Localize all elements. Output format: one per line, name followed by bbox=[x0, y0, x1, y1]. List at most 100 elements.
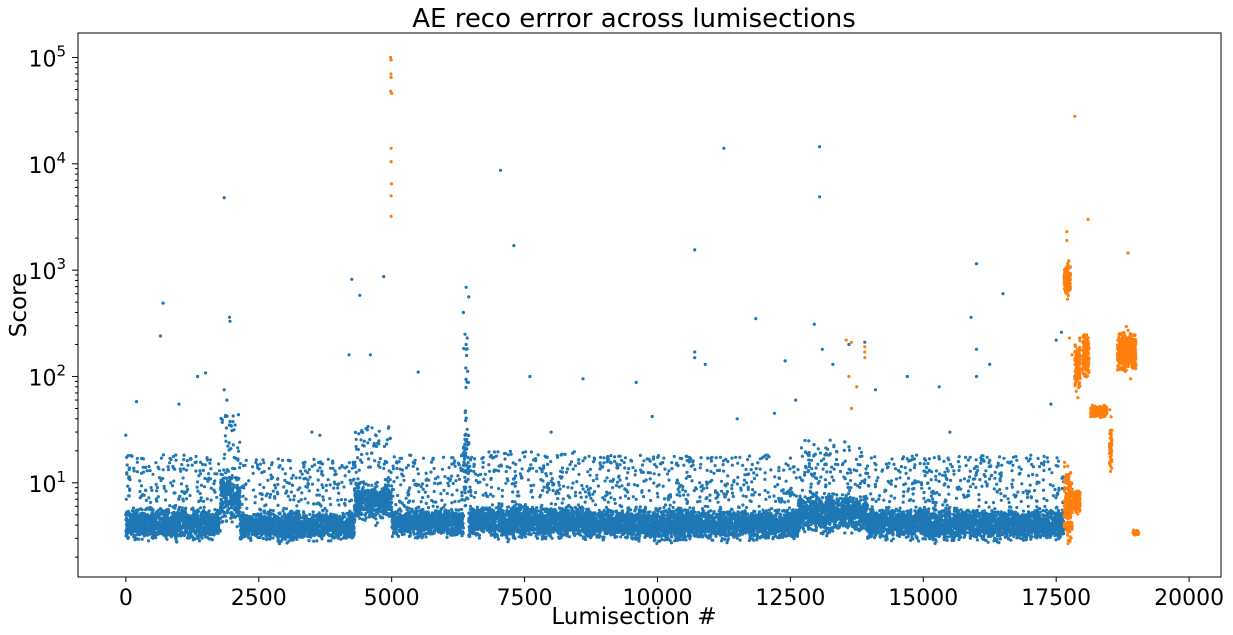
data-point bbox=[333, 523, 337, 528]
data-point bbox=[359, 438, 363, 442]
data-point bbox=[320, 483, 324, 487]
data-point bbox=[132, 466, 136, 470]
data-point bbox=[343, 498, 347, 502]
data-point bbox=[174, 527, 178, 532]
data-point bbox=[457, 499, 461, 503]
data-point bbox=[329, 502, 333, 507]
data-point bbox=[408, 531, 413, 535]
data-point bbox=[179, 533, 183, 537]
data-point bbox=[423, 525, 428, 530]
data-point bbox=[343, 515, 347, 519]
data-point bbox=[124, 513, 128, 517]
data-point bbox=[342, 521, 346, 525]
data-point bbox=[324, 530, 328, 534]
data-point bbox=[300, 491, 304, 495]
data-point bbox=[460, 494, 464, 498]
data-point bbox=[390, 534, 394, 539]
data-point bbox=[205, 456, 209, 460]
data-point bbox=[430, 511, 434, 515]
data-point bbox=[215, 530, 219, 534]
data-point bbox=[271, 489, 275, 493]
data-point bbox=[362, 480, 366, 484]
data-point bbox=[303, 497, 307, 501]
data-point bbox=[382, 444, 386, 448]
data-point bbox=[312, 520, 316, 524]
data-point bbox=[373, 492, 377, 496]
data-point bbox=[333, 469, 337, 473]
data-point bbox=[196, 480, 200, 484]
data-point bbox=[205, 497, 209, 501]
data-point bbox=[421, 512, 426, 516]
data-point bbox=[412, 530, 416, 534]
data-point bbox=[225, 501, 230, 505]
data-point bbox=[289, 523, 293, 527]
data-point bbox=[366, 441, 370, 445]
data-point bbox=[168, 461, 172, 465]
data-point bbox=[212, 521, 216, 525]
data-point bbox=[125, 471, 129, 475]
data-point bbox=[358, 516, 362, 521]
data-point bbox=[185, 459, 189, 463]
data-point bbox=[308, 512, 312, 517]
data-point bbox=[386, 497, 390, 502]
data-point bbox=[223, 434, 227, 438]
data-point bbox=[460, 490, 464, 494]
data-point bbox=[307, 527, 311, 531]
data-point bbox=[214, 513, 219, 517]
data-point bbox=[165, 537, 169, 541]
data-point bbox=[353, 465, 357, 469]
data-point bbox=[408, 499, 412, 503]
data-point bbox=[182, 453, 186, 457]
data-point bbox=[411, 515, 415, 519]
data-point bbox=[290, 510, 294, 514]
data-point bbox=[185, 497, 189, 501]
data-point bbox=[325, 509, 329, 513]
data-point bbox=[455, 522, 459, 526]
data-point bbox=[141, 465, 145, 469]
data-point bbox=[361, 517, 365, 522]
data-point bbox=[149, 500, 153, 504]
data-point bbox=[384, 485, 389, 489]
data-point bbox=[370, 451, 374, 455]
data-point bbox=[156, 508, 160, 512]
data-point bbox=[239, 525, 243, 529]
data-point bbox=[443, 503, 447, 507]
data-point bbox=[135, 460, 139, 464]
data-point bbox=[221, 481, 225, 485]
data-point bbox=[343, 474, 347, 478]
data-point bbox=[397, 523, 401, 528]
data-point bbox=[428, 516, 432, 520]
data-point bbox=[271, 509, 275, 513]
data-point bbox=[280, 527, 284, 531]
data-point bbox=[173, 525, 178, 529]
data-point bbox=[436, 511, 440, 516]
data-point bbox=[164, 498, 168, 502]
data-point bbox=[195, 512, 199, 516]
data-point bbox=[416, 534, 420, 539]
data-point bbox=[420, 496, 425, 500]
data-point bbox=[374, 482, 378, 486]
data-point bbox=[355, 456, 360, 460]
data-point bbox=[340, 480, 344, 484]
data-point bbox=[209, 486, 213, 490]
data-point bbox=[325, 515, 330, 519]
data-point bbox=[162, 484, 166, 488]
data-point bbox=[202, 499, 206, 503]
data-point bbox=[446, 476, 450, 480]
data-point bbox=[285, 532, 289, 536]
data-point bbox=[342, 531, 346, 535]
data-point bbox=[175, 518, 179, 522]
data-point bbox=[404, 522, 408, 526]
data-point bbox=[141, 531, 145, 535]
data-point bbox=[177, 508, 181, 512]
data-point bbox=[420, 536, 424, 540]
data-point bbox=[355, 504, 359, 508]
data-point bbox=[266, 512, 270, 516]
data-point bbox=[223, 413, 228, 418]
data-point bbox=[292, 494, 296, 498]
data-point bbox=[127, 530, 131, 535]
data-point bbox=[175, 532, 179, 537]
data-point bbox=[180, 530, 184, 534]
data-point bbox=[374, 497, 378, 502]
data-point bbox=[332, 486, 336, 490]
